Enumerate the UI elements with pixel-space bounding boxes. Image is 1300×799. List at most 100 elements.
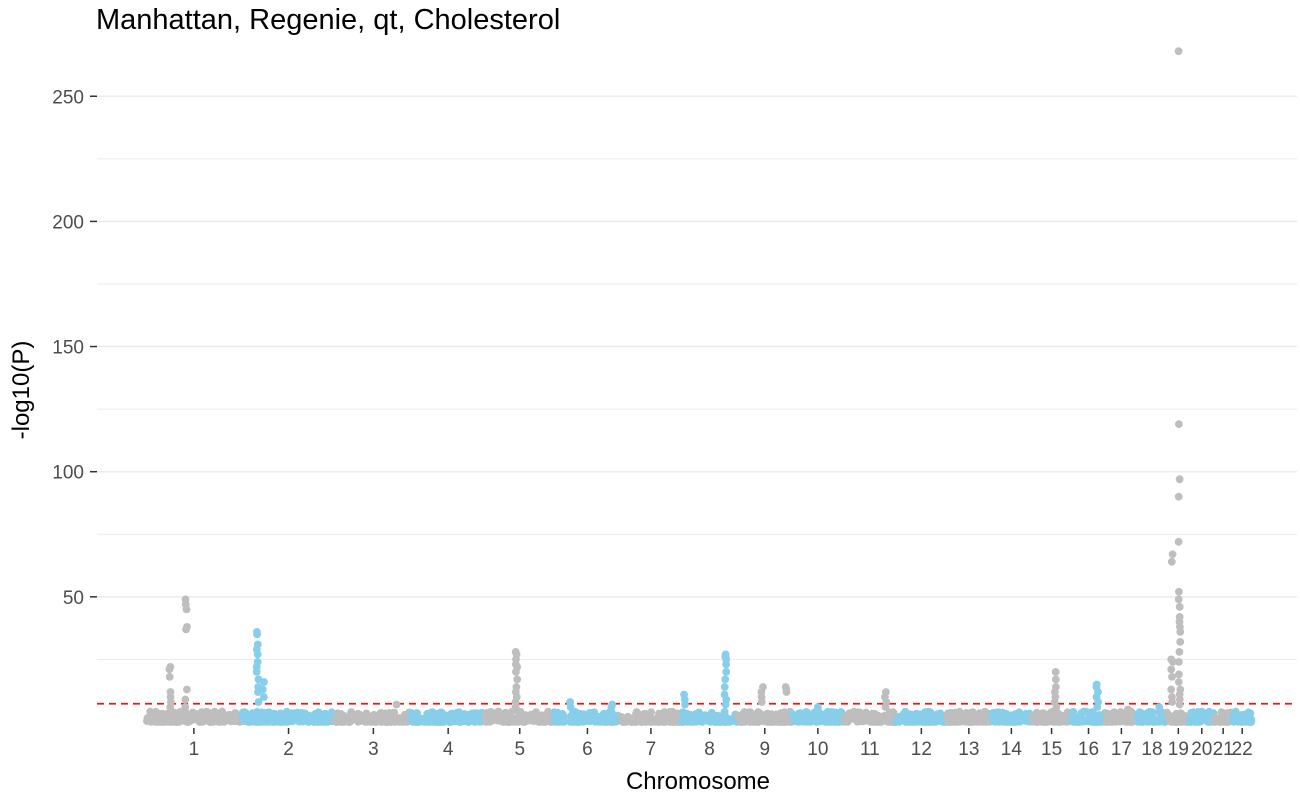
point xyxy=(218,717,227,725)
peak-point xyxy=(566,698,574,706)
point xyxy=(738,715,747,723)
point xyxy=(977,715,986,724)
point xyxy=(382,718,390,726)
peak-point xyxy=(1168,550,1177,559)
point xyxy=(936,709,945,718)
point xyxy=(245,718,254,726)
peak-point xyxy=(1175,603,1184,611)
point xyxy=(1012,716,1020,725)
point xyxy=(394,716,402,724)
point xyxy=(793,711,802,720)
point xyxy=(828,710,837,719)
point xyxy=(582,717,591,725)
data-points xyxy=(143,47,1256,726)
x-tick-label: 19 xyxy=(1168,739,1189,760)
point xyxy=(698,718,707,726)
point xyxy=(970,711,979,720)
point xyxy=(1087,708,1096,717)
peak-point xyxy=(1167,665,1176,674)
point xyxy=(901,718,910,726)
x-tick-label: 2 xyxy=(283,739,294,760)
peak-point xyxy=(1175,475,1184,484)
point xyxy=(455,711,464,720)
point xyxy=(153,717,162,726)
peak-point xyxy=(1174,678,1183,686)
peak-point xyxy=(1175,670,1183,679)
peak-point xyxy=(1174,595,1183,604)
point xyxy=(1149,718,1158,726)
point xyxy=(173,710,181,719)
point xyxy=(1217,708,1226,716)
peak-point xyxy=(814,703,822,711)
point xyxy=(1071,716,1079,725)
point xyxy=(947,718,955,726)
peak-point xyxy=(680,690,688,699)
point xyxy=(801,709,810,718)
peak-point xyxy=(1167,557,1176,566)
point xyxy=(909,718,917,726)
point xyxy=(1229,717,1238,726)
point xyxy=(1238,711,1247,719)
peak-point xyxy=(513,675,522,684)
peak-point xyxy=(258,685,267,694)
point xyxy=(607,718,615,726)
peak-point xyxy=(1092,680,1101,689)
point xyxy=(683,714,692,723)
point xyxy=(632,718,641,726)
peak-point xyxy=(166,688,175,696)
point xyxy=(1172,709,1181,718)
peak-point xyxy=(1175,420,1183,428)
point xyxy=(362,709,371,718)
point xyxy=(951,708,959,717)
peak-point xyxy=(1051,668,1060,676)
x-tick-label: 5 xyxy=(514,739,525,760)
peak-point xyxy=(260,678,268,686)
point xyxy=(192,715,201,724)
point xyxy=(409,718,417,726)
peak-point xyxy=(511,648,520,656)
peak-point xyxy=(1176,638,1185,646)
point xyxy=(355,710,364,719)
point xyxy=(707,708,716,717)
peak-point xyxy=(1175,658,1183,666)
point xyxy=(853,717,862,726)
x-tick-label: 9 xyxy=(759,739,770,760)
peak-point xyxy=(260,693,268,701)
x-tick-label: 7 xyxy=(646,739,657,760)
peak-point xyxy=(1175,613,1184,621)
point xyxy=(1143,717,1151,726)
point xyxy=(1058,716,1067,724)
point xyxy=(211,711,220,719)
x-tick-label: 6 xyxy=(582,739,593,760)
point xyxy=(516,707,525,716)
x-tick-label: 22 xyxy=(1232,739,1253,760)
point xyxy=(960,717,969,726)
point xyxy=(911,711,920,720)
x-tick-label: 15 xyxy=(1041,739,1062,760)
point xyxy=(401,710,409,719)
point xyxy=(1052,717,1061,726)
x-tick-label: 16 xyxy=(1078,739,1099,760)
point xyxy=(853,708,862,717)
peak-point xyxy=(608,700,617,709)
peak-point xyxy=(1124,705,1132,714)
peak-point xyxy=(253,658,262,666)
peak-point xyxy=(1167,655,1176,664)
point xyxy=(1102,717,1111,726)
point xyxy=(465,718,473,726)
peak-point xyxy=(253,628,261,636)
point xyxy=(448,709,456,718)
y-axis-title: -log10(P) xyxy=(8,341,35,440)
point xyxy=(475,713,483,722)
peak-point xyxy=(254,698,263,706)
peak-point xyxy=(181,695,190,704)
point xyxy=(754,708,763,717)
point xyxy=(1136,717,1145,726)
y-tick-label: 150 xyxy=(52,338,84,359)
peak-point xyxy=(721,650,730,659)
peak-point xyxy=(722,668,731,676)
peak-point xyxy=(183,685,191,694)
peak-point xyxy=(1175,648,1184,656)
point xyxy=(617,713,626,721)
point xyxy=(145,713,154,722)
